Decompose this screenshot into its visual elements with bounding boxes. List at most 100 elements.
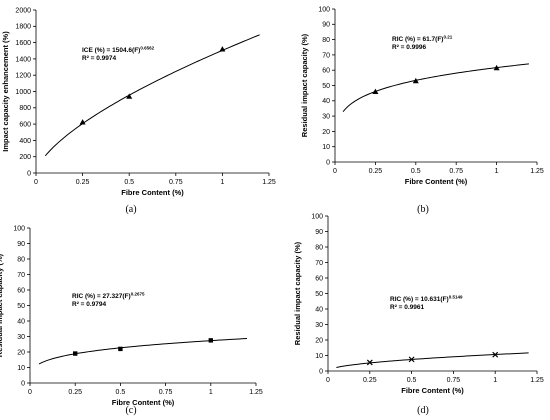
y-tick-label: 70: [315, 260, 323, 267]
data-point-cross: [408, 356, 415, 363]
x-tick-label: 0.25: [363, 377, 377, 384]
y-tick-label: 70: [322, 52, 330, 59]
y-tick-label: 70: [17, 272, 25, 279]
fit-curve: [44, 34, 260, 157]
fit-curve: [342, 63, 529, 113]
data-point-cross: [492, 351, 499, 358]
fit-equation: RIC (%) = 61.7(F)0.21: [392, 35, 453, 44]
y-tick-label: 600: [19, 122, 31, 129]
x-tick-label: 1.25: [530, 168, 544, 175]
x-tick-label: 0.5: [116, 389, 126, 396]
data-point-cross: [366, 359, 373, 366]
y-tick-label: 0: [326, 159, 330, 166]
y-tick-label: 60: [17, 287, 25, 294]
y-tick-label: 20: [315, 337, 323, 344]
data-point-triangle: [126, 93, 133, 99]
chart-panel-a: 0 200 400 600 800 1000 1200 1400 1600 1800 2000 0 0.…: [1, 7, 276, 215]
fit-equation: RIC (%) = 27.327(F)0.2675: [72, 292, 145, 301]
x-tick-label: 0.25: [68, 389, 82, 396]
y-tick-label: 800: [19, 105, 31, 112]
y-tick-label: 20: [322, 129, 330, 136]
panel-label: (d): [417, 405, 429, 416]
x-tick-label: 1: [209, 389, 213, 396]
y-tick-label: 10: [322, 144, 330, 151]
fit-equation-exponent: 0.6562: [140, 46, 154, 51]
y-tick-label: 80: [322, 37, 330, 44]
y-tick-label: 90: [322, 22, 330, 29]
y-tick-label: 40: [315, 306, 323, 313]
y-tick-label: 1000: [15, 89, 31, 96]
y-axis-title: Residual impact capacity (%): [293, 241, 302, 345]
x-axis-title: Fibre Content (%): [405, 177, 468, 186]
y-tick-label: 50: [315, 291, 323, 298]
y-tick-label: 30: [17, 334, 25, 341]
x-tick-label: 0.75: [449, 168, 463, 175]
chart-panel-d: 0 10 20 30 40 50 60 70 80 90 100 0 0.25 0.5 0.75 1 1.25 F…: [293, 213, 544, 416]
x-tick-label: 1.25: [530, 377, 544, 384]
data-point-triangle: [79, 119, 86, 125]
y-tick-label: 400: [19, 138, 31, 145]
y-tick-label: 40: [322, 98, 330, 105]
y-tick-label: 50: [322, 83, 330, 90]
y-tick-label: 100: [318, 6, 330, 13]
x-tick-label: 0.75: [159, 389, 173, 396]
chart-panel-b: 0 10 20 30 40 50 60 70 80 90 100 0 0.25 0.5 0.75 1 1.25 F…: [300, 6, 544, 215]
data-point-triangle: [219, 46, 226, 52]
y-tick-label: 10: [17, 365, 25, 372]
fit-curve: [38, 338, 247, 365]
fit-equation-prefix: RIC (%) = 61.7(F): [392, 36, 443, 43]
y-tick-label: 20: [17, 349, 25, 356]
fit-r-squared: R² = 0.9794: [72, 301, 107, 308]
x-tick-label: 0.5: [411, 168, 421, 175]
y-tick-label: 30: [315, 322, 323, 329]
fit-r-squared: R² = 0.9974: [82, 55, 117, 62]
data-point-square: [208, 338, 213, 343]
x-tick-label: 0.75: [169, 179, 183, 186]
fit-equation-prefix: ICE (%) = 1504.6(F): [82, 47, 140, 54]
y-tick-label: 90: [315, 229, 323, 236]
fit-equation-prefix: RIC (%) = 27.327(F): [72, 293, 131, 300]
data-point-square: [73, 351, 78, 356]
x-tick-label: 0.25: [76, 179, 90, 186]
fit-curve: [336, 352, 529, 368]
fit-equation-exponent: 0.21: [443, 35, 452, 40]
y-tick-label: 90: [17, 241, 25, 248]
fit-r-squared: R² = 0.9996: [392, 44, 427, 51]
x-tick-label: 0.25: [369, 168, 383, 175]
y-tick-label: 100: [311, 213, 323, 220]
y-tick-label: 50: [17, 303, 25, 310]
data-point-triangle: [412, 77, 419, 84]
x-tick-label: 0.75: [447, 377, 461, 384]
x-tick-label: 0.5: [124, 179, 134, 186]
x-tick-label: 1.25: [249, 389, 263, 396]
y-tick-label: 10: [315, 353, 323, 360]
x-tick-label: 0: [326, 377, 330, 384]
panel-label: (c): [125, 405, 136, 416]
y-axis-title: Residual impact capacity (%): [0, 253, 4, 357]
x-tick-label: 1: [220, 179, 224, 186]
y-tick-label: 0: [27, 170, 31, 177]
y-tick-label: 200: [19, 154, 31, 161]
y-tick-label: 60: [322, 68, 330, 75]
fit-equation-exponent: 0.2675: [131, 292, 145, 297]
fit-r-squared: R² = 0.9961: [390, 304, 425, 311]
fit-equation: RIC (%) = 10.631(F)0.5149: [390, 295, 463, 304]
y-tick-label: 1600: [15, 40, 31, 47]
x-tick-label: 0: [28, 389, 32, 396]
x-axis-title: Fibre Content (%): [121, 188, 184, 197]
y-tick-label: 2000: [15, 7, 31, 14]
x-axis-title: Fibre Content (%): [112, 398, 175, 407]
y-tick-label: 1400: [15, 56, 31, 63]
fit-equation-exponent: 0.5149: [449, 295, 463, 300]
data-point-square: [118, 346, 123, 352]
x-tick-label: 0: [333, 168, 337, 175]
fit-equation-prefix: RIC (%) = 10.631(F): [390, 296, 449, 303]
y-tick-label: 1200: [15, 73, 31, 80]
x-tick-label: 1: [493, 377, 497, 384]
chart-panel-c: 0 10 20 30 40 50 60 70 80 90 100 0 0.25 0.5 0.75 1 1.25 F…: [0, 225, 263, 416]
y-tick-label: 80: [17, 256, 25, 263]
panel-label: (b): [417, 204, 429, 215]
y-tick-label: 80: [315, 244, 323, 251]
y-tick-label: 0: [21, 380, 25, 387]
